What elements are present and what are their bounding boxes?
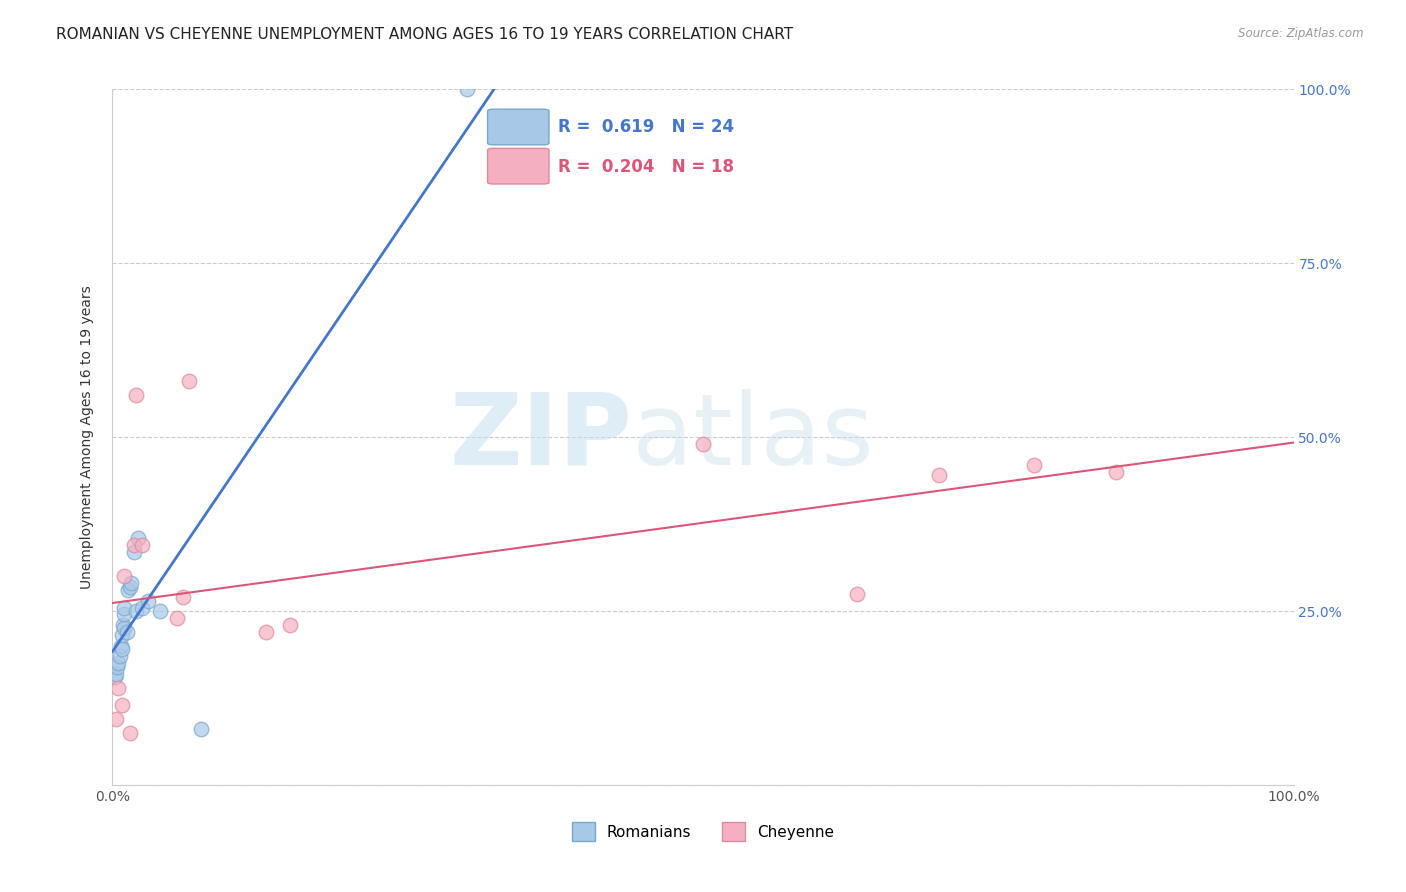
Point (110, 639, 132, 653)
Point (131, 538, 153, 552)
Point (111, 642, 134, 657)
Point (111, 628, 134, 642)
Point (112, 618, 135, 632)
Point (125, 388, 148, 402)
Point (107, 681, 129, 695)
Point (845, 587, 868, 601)
Point (131, 600, 153, 615)
Point (117, 583, 139, 598)
Point (254, 624, 277, 639)
Point (112, 607, 135, 622)
Point (120, 580, 142, 594)
Point (149, 604, 172, 618)
Point (125, 604, 148, 618)
Point (112, 600, 135, 615)
Point (456, 82, 478, 96)
Point (108, 649, 131, 664)
Point (166, 611, 188, 625)
Point (112, 621, 135, 635)
Point (104, 670, 127, 684)
Point (112, 569, 135, 583)
Point (120, 576, 142, 591)
Point (179, 375, 201, 389)
Text: atlas: atlas (633, 389, 873, 485)
Point (107, 657, 129, 671)
Text: ROMANIAN VS CHEYENNE UNEMPLOYMENT AMONG AGES 16 TO 19 YEARS CORRELATION CHART: ROMANIAN VS CHEYENNE UNEMPLOYMENT AMONG … (56, 27, 793, 42)
Point (190, 723, 212, 737)
Point (115, 624, 138, 639)
Legend: Romanians, Cheyenne: Romanians, Cheyenne (565, 816, 841, 847)
Y-axis label: Unemployment Among Ages 16 to 19 years: Unemployment Among Ages 16 to 19 years (80, 285, 94, 589)
Point (1022, 458, 1045, 472)
Point (111, 698, 134, 712)
Point (105, 659, 128, 673)
Text: Source: ZipAtlas.com: Source: ZipAtlas.com (1239, 27, 1364, 40)
Point (122, 538, 145, 552)
Point (1105, 465, 1128, 479)
Point (105, 666, 128, 681)
Point (120, 726, 142, 740)
Point (122, 545, 145, 559)
Point (278, 618, 301, 632)
Point (692, 437, 714, 451)
Text: ZIP: ZIP (450, 389, 633, 485)
Point (127, 531, 149, 545)
Point (105, 712, 128, 726)
Point (928, 468, 950, 483)
Point (136, 593, 159, 607)
Point (172, 590, 194, 604)
